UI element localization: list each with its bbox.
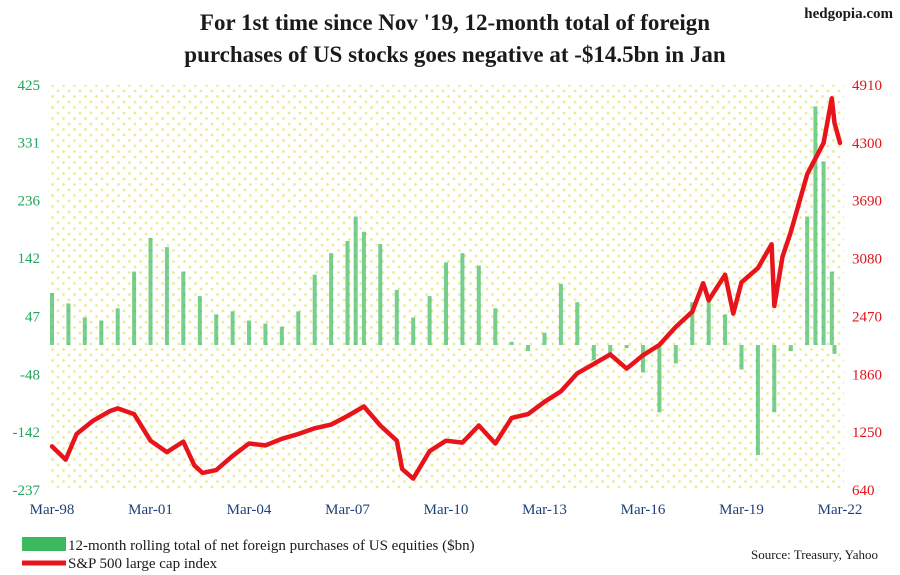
left-tick-6: -142: [13, 425, 41, 441]
bar-0: [50, 293, 54, 345]
bar-37: [641, 345, 645, 373]
bar-11: [230, 311, 235, 345]
left-axis: 425 331 236 142 47 -48 -142 -237: [13, 78, 41, 499]
left-tick-1: 331: [18, 136, 41, 152]
bar-20: [361, 231, 366, 345]
left-tick-0: 425: [18, 78, 41, 94]
bar-41: [706, 296, 711, 345]
left-tick-3: 142: [18, 251, 41, 267]
right-tick-7: 640: [852, 483, 875, 499]
bar-33: [575, 302, 580, 345]
right-tick-3: 3080: [852, 252, 882, 268]
bar-24: [427, 296, 432, 345]
bar-49: [821, 161, 826, 345]
bar-22: [394, 289, 399, 345]
bar-5: [132, 271, 137, 345]
bar-28: [493, 308, 498, 345]
bar-12: [247, 320, 251, 345]
bar-27: [476, 265, 481, 345]
x-tick-7: Mar-19: [719, 502, 764, 518]
bar-34: [591, 345, 596, 361]
bar-32: [558, 283, 563, 345]
bar-51: [832, 345, 837, 354]
bar-25: [444, 262, 448, 345]
bar-6: [148, 237, 153, 345]
right-tick-6: 1250: [852, 425, 882, 441]
bar-26: [460, 253, 465, 345]
x-tick-0: Mar-98: [30, 502, 75, 518]
bar-47: [805, 216, 810, 345]
x-tick-2: Mar-04: [227, 502, 272, 518]
legend-label-bars: 12-month rolling total of net foreign pu…: [68, 538, 475, 554]
right-tick-1: 4300: [852, 136, 882, 152]
bar-19: [353, 216, 358, 345]
x-tick-3: Mar-07: [325, 502, 370, 518]
bar-1: [66, 303, 71, 345]
bar-29: [509, 341, 514, 345]
x-tick-1: Mar-01: [128, 502, 173, 518]
bar-39: [673, 345, 678, 364]
bar-8: [181, 271, 186, 345]
source-note: Source: Treasury, Yahoo: [751, 547, 878, 562]
x-axis: Mar-98 Mar-01 Mar-04 Mar-07 Mar-10 Mar-13 Mar-…: [30, 502, 863, 518]
x-tick-4: Mar-10: [424, 502, 469, 518]
bar-46: [788, 345, 793, 352]
bar-15: [296, 311, 301, 345]
left-tick-4: 47: [25, 309, 41, 325]
bar-4: [115, 308, 120, 345]
bar-21: [378, 244, 383, 345]
right-tick-5: 1860: [852, 367, 882, 383]
bar-45: [772, 345, 777, 413]
bar-9: [197, 296, 202, 345]
bar-14: [279, 326, 284, 346]
bar-16: [312, 274, 317, 346]
bar-43: [739, 345, 744, 370]
bar-35: [608, 345, 613, 358]
x-tick-5: Mar-13: [522, 502, 567, 518]
bar-36: [624, 345, 629, 349]
left-tick-7: -237: [13, 483, 41, 499]
right-tick-4: 2470: [852, 309, 882, 325]
bar-40: [690, 302, 695, 345]
x-tick-8: Mar-22: [818, 502, 863, 518]
left-tick-2: 236: [18, 194, 41, 210]
bar-3: [99, 320, 104, 345]
watermark: hedgopia.com: [804, 6, 893, 22]
legend-swatch-bars: [22, 537, 66, 551]
bar-2: [82, 317, 87, 345]
legend-label-line: S&P 500 large cap index: [68, 556, 218, 572]
bar-13: [263, 323, 268, 345]
bar-10: [214, 314, 219, 345]
right-tick-2: 3690: [852, 194, 882, 210]
bar-23: [411, 317, 416, 345]
bar-7: [164, 247, 169, 345]
sp500-line: [49, 96, 843, 481]
right-axis: 4910 4300 3690 3080 2470 1860 1250 640: [852, 78, 882, 499]
bar-48: [813, 106, 818, 346]
bar-50: [829, 271, 834, 345]
bar-30: [526, 345, 531, 352]
chart-title-line-1: For 1st time since Nov '19, 12-month tot…: [200, 10, 710, 35]
bar-44: [755, 345, 760, 456]
x-tick-6: Mar-16: [621, 502, 666, 518]
left-tick-5: -48: [20, 367, 40, 383]
bar-series: [50, 106, 837, 456]
bar-17: [329, 253, 334, 345]
chart-title-line-2: purchases of US stocks goes negative at …: [184, 42, 726, 67]
right-tick-0: 4910: [852, 78, 882, 94]
bar-31: [542, 332, 547, 345]
bar-18: [345, 241, 350, 345]
bar-38: [657, 345, 662, 413]
bar-42: [723, 314, 728, 345]
